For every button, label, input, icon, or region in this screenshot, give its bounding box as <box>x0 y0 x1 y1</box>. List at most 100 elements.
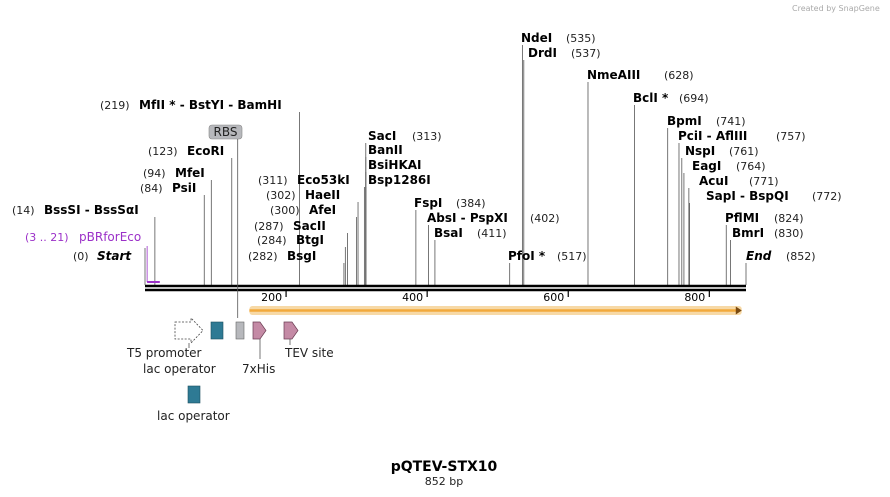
rbs-label: RBS <box>214 125 238 139</box>
site-position: (123) <box>148 145 178 158</box>
site-position: (14) <box>12 204 35 217</box>
primer-position: (3 .. 21) <box>25 231 69 244</box>
site-name[interactable]: NmeAIII <box>587 68 640 82</box>
site-position: (282) <box>248 250 278 263</box>
site-name[interactable]: SapI - BspQI <box>706 189 789 203</box>
feature-tev-site[interactable]: TEV site <box>283 321 334 360</box>
map-length: 852 bp <box>425 475 463 488</box>
site-name[interactable]: Bsp1286I <box>368 173 431 187</box>
site-name[interactable]: HaeII <box>305 188 340 202</box>
site-name[interactable]: BsgI <box>287 249 316 263</box>
site-name[interactable]: NspI <box>685 144 715 158</box>
tev-site-label: TEV site <box>284 346 334 360</box>
ruler: 200 400 600 800 <box>261 291 710 304</box>
site-position: (852) <box>786 250 816 263</box>
site-name[interactable]: SacII <box>293 219 326 233</box>
feature-lac-operator-2[interactable]: lac operator <box>157 385 230 423</box>
site-leader-lines <box>144 45 747 285</box>
site-name[interactable]: FspI <box>414 196 442 210</box>
site-position: (287) <box>254 220 284 233</box>
site-position: (411) <box>477 227 507 240</box>
site-position: (284) <box>257 234 287 247</box>
ruler-tick-label: 400 <box>402 291 423 304</box>
site-position: (628) <box>664 69 694 82</box>
site-name[interactable]: AbsI - PspXI <box>427 211 508 225</box>
site-position: (517) <box>557 250 587 263</box>
primer[interactable]: (3 .. 21) pBRforEco <box>25 230 160 283</box>
site-position: (219) <box>100 99 130 112</box>
site-position: (772) <box>812 190 842 203</box>
feature-7xhis[interactable]: 7xHis <box>242 321 275 376</box>
site-position: (84) <box>140 182 163 195</box>
site-name[interactable]: AfeI <box>309 203 336 217</box>
primer-name: pBRforEco <box>79 230 141 244</box>
site-position: (384) <box>456 197 486 210</box>
rbs-label-box <box>208 124 243 140</box>
feature-lac-operator-1[interactable]: lac operator <box>143 321 224 376</box>
orf-arrowhead <box>735 306 742 315</box>
features: RBS T5 promoter lac operator lac operator 7x… <box>126 124 334 423</box>
site-position: (300) <box>270 204 300 217</box>
site-position: (313) <box>412 130 442 143</box>
lac-operator-label: lac operator <box>143 362 216 376</box>
site-labels: Start (0) BssSI - BssSαI (14) PsiI (84) MfeI (9… <box>12 31 842 263</box>
ruler-tick-label: 200 <box>261 291 282 304</box>
site-position: (302) <box>266 189 296 202</box>
feature-rbs[interactable]: RBS <box>208 124 245 340</box>
site-position: (764) <box>736 160 766 173</box>
ruler-tick-label: 600 <box>543 291 564 304</box>
site-name[interactable]: DrdI <box>528 46 557 60</box>
site-position: (311) <box>258 174 288 187</box>
site-name[interactable]: PfoI * <box>508 249 546 263</box>
7xhis-label: 7xHis <box>242 362 275 376</box>
site-name[interactable]: PflMI <box>725 211 759 225</box>
site-name[interactable]: EagI <box>692 159 721 173</box>
site-name[interactable]: SacI <box>368 129 396 143</box>
site-name[interactable]: NdeI <box>521 31 552 45</box>
site-name[interactable]: PsiI <box>172 181 196 195</box>
site-position: (535) <box>566 32 596 45</box>
snapgene-credit: Created by SnapGene <box>792 4 880 13</box>
site-name[interactable]: MfeI <box>175 166 205 180</box>
site-position: (402) <box>530 212 560 225</box>
site-name[interactable]: BsiHKAI <box>368 158 422 172</box>
site-name[interactable]: BanII <box>368 143 403 157</box>
site-position: (537) <box>571 47 601 60</box>
site-name[interactable]: AcuI <box>699 174 728 188</box>
site-name[interactable]: EcoRI <box>187 144 224 158</box>
site-name[interactable]: BpmI <box>667 114 702 128</box>
site-position: (761) <box>729 145 759 158</box>
tev-site-glyph <box>283 321 299 340</box>
feature-t5-promoter[interactable]: T5 promoter <box>126 317 204 360</box>
site-position: (741) <box>716 115 746 128</box>
site-name[interactable]: BclI * <box>633 91 669 105</box>
site-name[interactable]: BtgI <box>296 233 324 247</box>
site-position: (0) <box>73 250 89 263</box>
map-title: pQTEV-STX10 <box>391 459 498 475</box>
lac-operator-label: lac operator <box>157 409 230 423</box>
orf-arrow[interactable] <box>249 306 742 315</box>
rbs-glyph <box>235 321 245 340</box>
site-name[interactable]: Eco53kI <box>297 173 350 187</box>
site-position: (824) <box>774 212 804 225</box>
site-name[interactable]: MfII * - BstYI - BamHI <box>139 98 282 112</box>
ruler-tick-label: 800 <box>684 291 705 304</box>
site-position: (94) <box>143 167 166 180</box>
site-name[interactable]: BmrI <box>732 226 764 240</box>
site-name[interactable]: End <box>746 249 772 263</box>
site-name[interactable]: Start <box>97 249 132 263</box>
t5-promoter-label: T5 promoter <box>126 346 202 360</box>
7xhis-glyph <box>252 321 267 340</box>
backbone <box>145 284 746 292</box>
lac-operator-glyph <box>187 385 201 404</box>
site-name[interactable]: PciI - AflIII <box>678 129 747 143</box>
site-position: (694) <box>679 92 709 105</box>
lac-operator-glyph <box>210 321 224 340</box>
site-name[interactable]: BsaI <box>434 226 463 240</box>
site-position: (771) <box>749 175 779 188</box>
t5-promoter-glyph <box>174 317 204 344</box>
site-name[interactable]: BssSI - BssSαI <box>44 203 139 217</box>
site-position: (757) <box>776 130 806 143</box>
site-position: (830) <box>774 227 804 240</box>
